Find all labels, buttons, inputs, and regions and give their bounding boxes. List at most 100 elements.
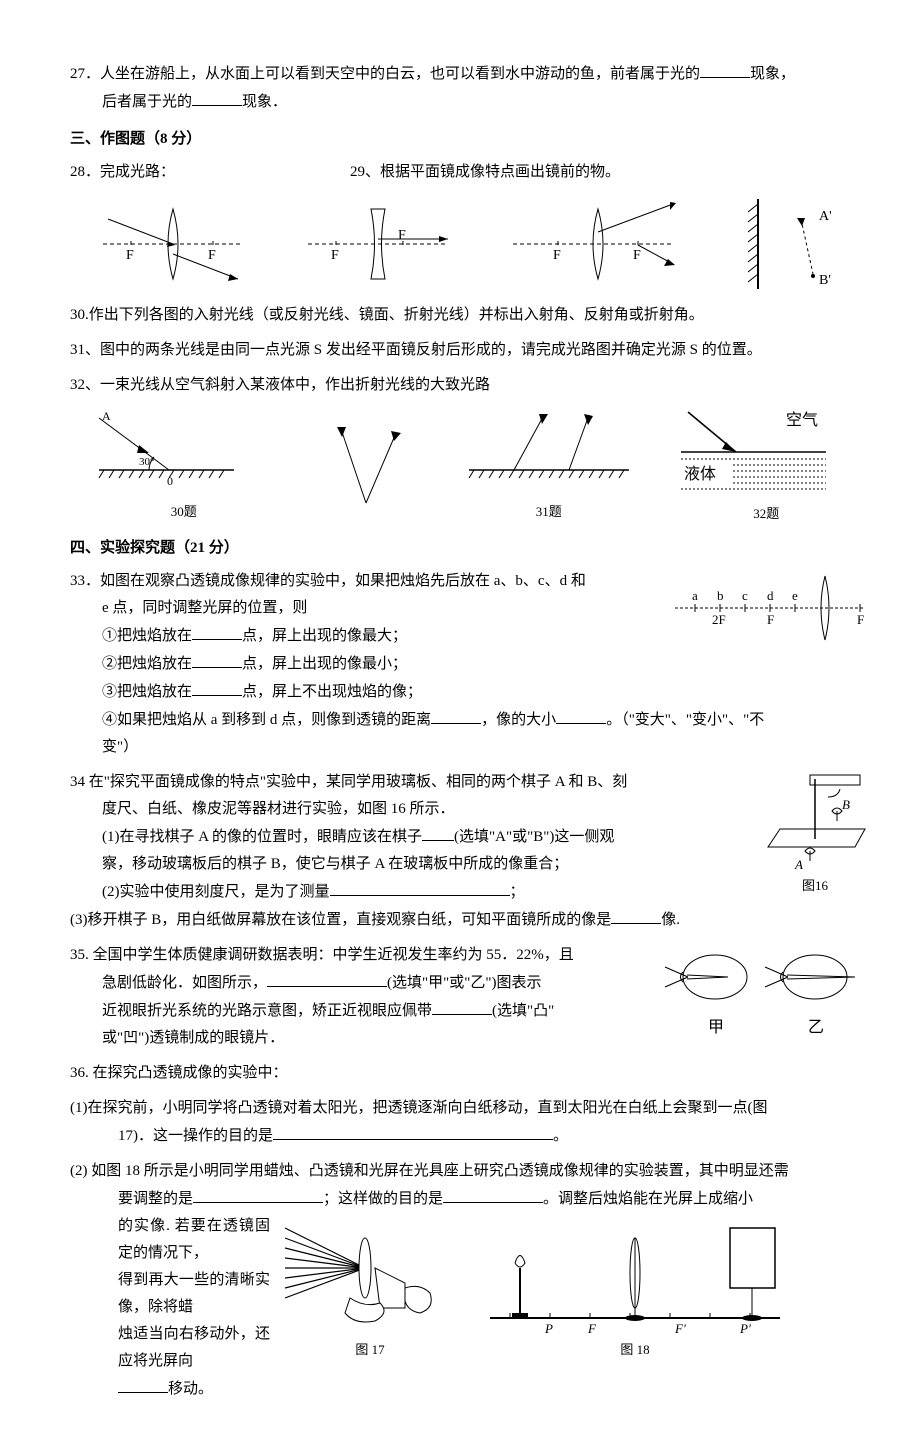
blank (192, 622, 242, 640)
svg-text:d: d (767, 588, 774, 603)
q35-l4: 或"凹")透镜制成的眼镜片． (102, 1030, 284, 1046)
q36-l3d: 移动。 (168, 1381, 213, 1397)
svg-text:F': F' (674, 1321, 686, 1336)
svg-text:30°: 30° (139, 456, 154, 468)
blank (267, 969, 387, 987)
q27-text-c: 后者属于光的 (102, 94, 192, 110)
q36-l3b: 得到再大一些的清晰实像，除将蜡 (118, 1267, 270, 1321)
q36-l1a: (1)在探究前，小明同学将凸透镜对着太阳光，把透镜逐渐向白纸移动，直到太阳光在白… (70, 1100, 768, 1116)
fig16-label: 图16 (760, 874, 870, 897)
svg-text:A: A (102, 410, 111, 423)
svg-text:液体: 液体 (684, 465, 716, 483)
q36-l3a: 的实像. 若要在透镜固定的情况下， (118, 1213, 270, 1267)
q33-2a: ②把烛焰放在 (102, 656, 192, 672)
svg-text:B: B (842, 797, 850, 812)
q27-text-a: 27．人坐在游船上，从水面上可以看到天空中的白云，也可以看到水中游动的鱼，前者属… (70, 66, 700, 82)
question-35: 甲 乙 35. 全国中学生体质健康调研数据表明：中学生近视发生率约为 55．22… (70, 942, 870, 1052)
plane-mirror-figure: A' B' (733, 194, 843, 294)
svg-text:F: F (553, 248, 561, 263)
blank (192, 650, 242, 668)
svg-text:b: b (717, 588, 724, 603)
section-3-title: 三、作图题（8 分） (70, 126, 870, 153)
question-36-2: (2) 如图 18 所示是小明同学用蜡烛、凸透镜和光屏在光具座上研究凸透镜成像规… (70, 1158, 870, 1403)
blank (443, 1185, 543, 1203)
svg-text:B': B' (819, 273, 831, 288)
fig32-label: 32题 (676, 502, 856, 525)
svg-text:乙: 乙 (808, 1019, 824, 1036)
q34-head: 34 在"探究平面镜成像的特点"实验中，某同学用玻璃板、相同的两个棋子 A 和 … (70, 774, 627, 790)
q36-l3c: 烛适当向右移动外，还应将光屏向 (118, 1321, 270, 1375)
svg-text:A: A (794, 857, 803, 872)
question-36: 36. 在探究凸透镜成像的实验中： (70, 1060, 870, 1087)
svg-text:a: a (692, 588, 698, 603)
q35-l2a: 急剧低龄化．如图所示， (102, 975, 267, 991)
question-34: A B 图16 34 在"探究平面镜成像的特点"实验中，某同学用玻璃板、相同的两… (70, 769, 870, 934)
q35-head: 35. 全国中学生体质健康调研数据表明：中学生近视发生率约为 55．22%，且 (70, 947, 574, 963)
q34-l4: 察，移动玻璃板后的棋子 B，使它与棋子 A 在玻璃板中所成的像重合； (102, 856, 568, 872)
blank (700, 60, 750, 78)
concave-lens-figure: F F (303, 199, 453, 289)
svg-text:2F: 2F (712, 612, 726, 627)
svg-text:P: P (544, 1321, 553, 1336)
blank (273, 1122, 553, 1140)
blank (118, 1375, 168, 1393)
blank (431, 706, 481, 724)
figure-row-30-32: A 30° 0 30题 31题 空气 (70, 407, 870, 525)
blank (611, 906, 661, 924)
svg-text:F: F (587, 1321, 597, 1336)
svg-text:F: F (208, 248, 216, 263)
svg-text:F: F (331, 248, 339, 263)
svg-text:F: F (857, 612, 864, 627)
q36-l2d: 。调整后烛焰能在光屏上成缩小 (543, 1191, 753, 1207)
q34-l6b: 像. (661, 912, 680, 928)
fig17-label: 图 17 (280, 1338, 460, 1361)
svg-text:c: c (742, 588, 748, 603)
q35-l2b: (选填"甲"或"乙")图表示 (387, 975, 541, 991)
q34-l6a: (3)移开棋子 B，用白纸做屏幕放在该位置，直接观察白纸，可知平面镜所成的像是 (70, 912, 611, 928)
question-36-1: (1)在探究前，小明同学将凸透镜对着太阳光，把透镜逐渐向白纸移动，直到太阳光在白… (70, 1095, 870, 1150)
q29-text: 29、根据平面镜成像特点画出镜前的物。 (350, 159, 620, 186)
figure-row-28-29: F F F F F F (70, 194, 870, 294)
question-32: 32、一束光线从空气斜射入某液体中，作出折射光线的大致光路 (70, 372, 870, 399)
q35-l3a: 近视眼折光系统的光路示意图，矫正近视眼应佩带 (102, 1003, 432, 1019)
fig-30b (311, 421, 421, 511)
question-27: 27．人坐在游船上，从水面上可以看到天空中的白云，也可以看到水中游动的鱼，前者属… (70, 60, 870, 116)
q33-cont: e 点，同时调整光屏的位置，则 (102, 600, 307, 616)
q36-head: 36. 在探究凸透镜成像的实验中： (70, 1065, 288, 1081)
q28-text: 28．完成光路： (70, 159, 350, 186)
q33-4c: 。（"变大"、"变小"、"不 (606, 712, 764, 728)
svg-text:0: 0 (167, 474, 173, 488)
blank (193, 1185, 323, 1203)
q34-l2: 度尺、白纸、橡皮泥等器材进行实验，如图 16 所示． (102, 801, 455, 817)
q33-head: 33．如图在观察凸透镜成像规律的实验中，如果把烛焰先后放在 a、b、c、d 和 (70, 573, 586, 589)
q27-text-b: 现象， (750, 66, 795, 82)
q27-text-d: 现象． (242, 94, 287, 110)
svg-text:F: F (633, 248, 641, 263)
svg-text:空气: 空气 (786, 411, 818, 429)
blank (330, 878, 510, 896)
fig18-label: 图 18 (480, 1338, 790, 1361)
blank (432, 997, 492, 1015)
q33-1a: ①把烛焰放在 (102, 628, 192, 644)
fig-31: 31题 (449, 410, 649, 523)
q35-l3b: (选填"凸" (492, 1003, 554, 1019)
svg-text:F: F (126, 248, 134, 263)
q33-1b: 点，屏上出现的像最大； (242, 628, 407, 644)
svg-text:P': P' (739, 1321, 751, 1336)
q36-l2c: ；这样做的目的是 (323, 1191, 443, 1207)
q33-4a: ④如果把烛焰从 a 到移到 d 点，则像到透镜的距离 (102, 712, 431, 728)
svg-text:A': A' (819, 209, 832, 224)
blank (556, 706, 606, 724)
fig-35: 甲 乙 (660, 942, 870, 1042)
q33-2b: 点，屏上出现的像最小； (242, 656, 407, 672)
q33-4b: ，像的大小 (481, 712, 556, 728)
fig-30: A 30° 0 30题 (84, 410, 284, 523)
q34-l5a: (2)实验中使用刻度尺，是为了测量 (102, 884, 330, 900)
question-28-29: 28．完成光路： 29、根据平面镜成像特点画出镜前的物。 (70, 159, 870, 186)
blank (422, 823, 454, 841)
fig-18: P F F' P' 图 18 (480, 1213, 790, 1361)
svg-text:甲: 甲 (708, 1019, 724, 1036)
fig-32: 空气 液体 32题 (676, 407, 856, 525)
svg-text:F: F (398, 228, 406, 243)
q36-l2b: 要调整的是 (118, 1191, 193, 1207)
